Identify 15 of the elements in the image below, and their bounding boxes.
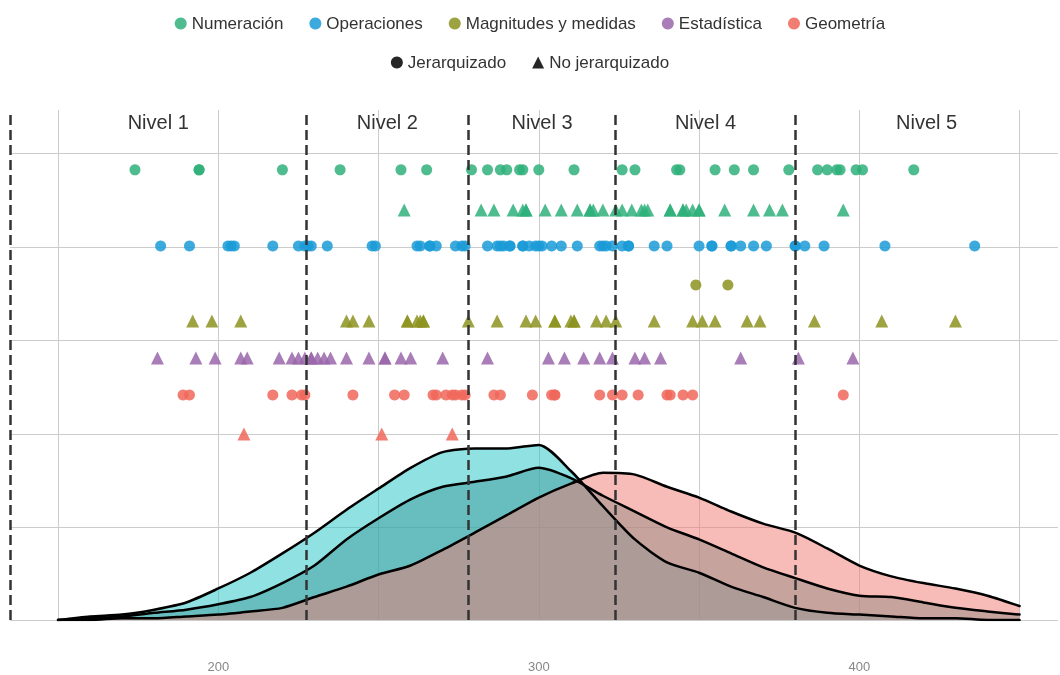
- legend-label: Numeración: [191, 14, 284, 33]
- legend-label: Jerarquizado: [407, 53, 507, 72]
- text: Nivel 2: [356, 111, 418, 133]
- x-tick-label: 400: [848, 659, 871, 674]
- text: Nivel 3: [511, 111, 573, 133]
- text: Nivel 4: [674, 111, 737, 133]
- legend-label: Magnitudes y medidas: [465, 14, 636, 33]
- x-tick-label: 200: [207, 659, 230, 674]
- legend-label: Geometría: [804, 14, 886, 33]
- legend-label: Operaciones: [326, 14, 423, 33]
- text: Nivel 5: [896, 111, 958, 133]
- legend-label: No jerarquizado: [549, 53, 670, 72]
- text: Nivel 1: [127, 111, 189, 133]
- x-tick-label: 300: [527, 659, 550, 674]
- legend-label: Estadística: [678, 14, 763, 33]
